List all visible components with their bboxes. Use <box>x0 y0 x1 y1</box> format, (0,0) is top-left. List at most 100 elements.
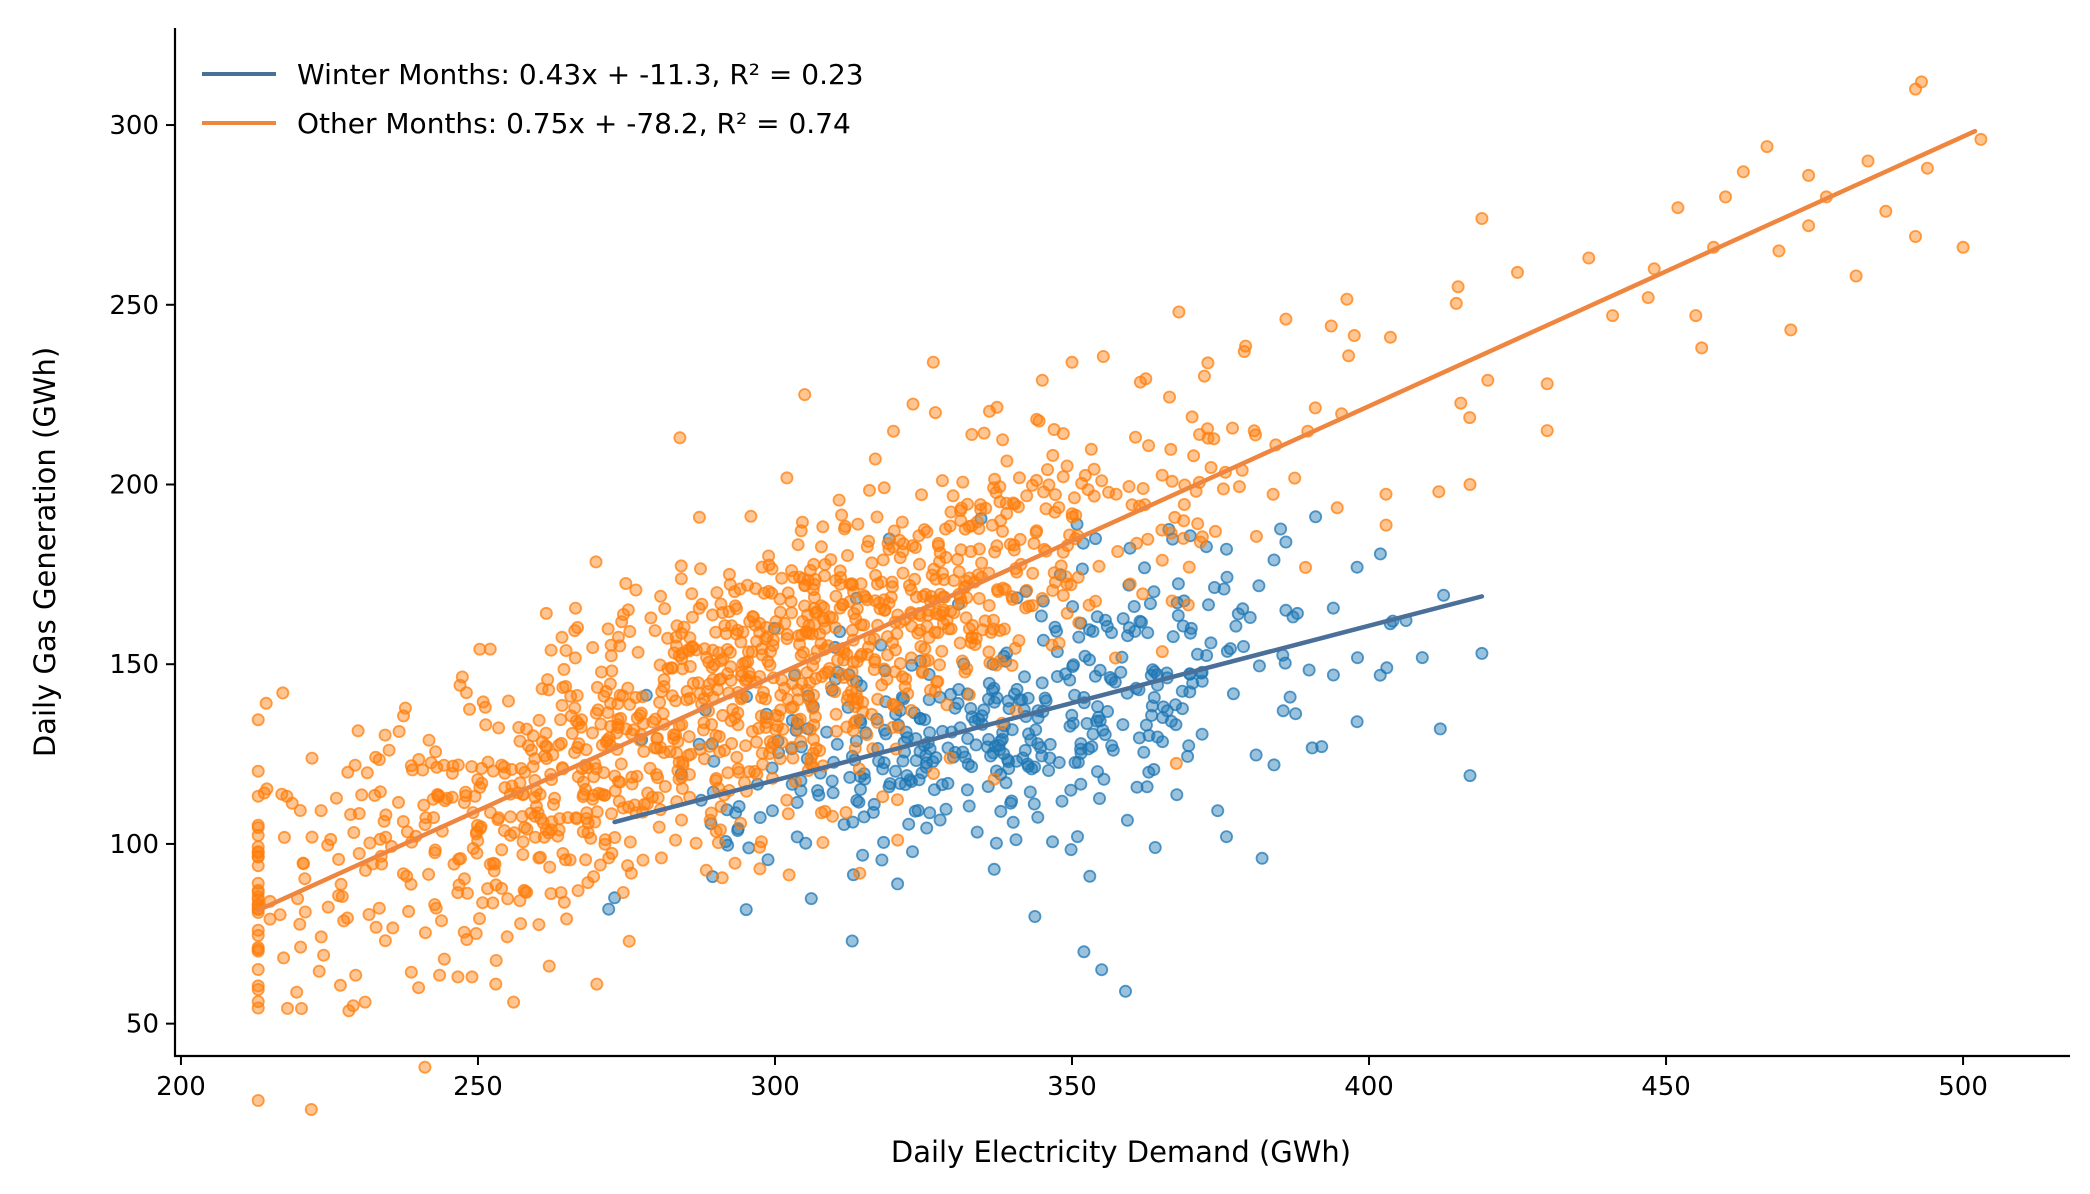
data-point <box>251 850 265 864</box>
data-point <box>791 722 805 736</box>
data-point <box>1956 240 1970 254</box>
data-point <box>804 752 818 766</box>
data-point <box>658 602 672 616</box>
data-point <box>1155 468 1169 482</box>
data-point <box>1019 601 1033 615</box>
data-point <box>816 836 830 850</box>
data-point <box>619 577 633 591</box>
other-fit-line <box>255 128 1978 913</box>
data-point <box>878 603 892 617</box>
data-point <box>1042 478 1056 492</box>
data-point <box>1089 594 1103 608</box>
data-point <box>836 598 850 612</box>
data-point <box>987 862 1001 876</box>
data-point <box>927 783 941 797</box>
data-point <box>251 1094 265 1108</box>
data-point <box>990 400 1004 414</box>
data-point <box>594 717 608 731</box>
data-point <box>1379 518 1393 532</box>
data-point <box>1095 963 1109 977</box>
data-point <box>993 495 1007 509</box>
data-point <box>1031 810 1045 824</box>
data-point <box>321 900 335 914</box>
data-point <box>613 775 627 789</box>
data-point <box>933 813 947 827</box>
data-point <box>928 625 942 639</box>
data-point <box>669 630 683 644</box>
data-point <box>926 355 940 369</box>
data-point <box>604 649 618 663</box>
data-point <box>532 918 546 932</box>
data-point <box>362 908 376 922</box>
data-point <box>1046 835 1060 849</box>
data-point <box>497 824 511 838</box>
data-point <box>428 898 442 912</box>
data-point <box>614 757 628 771</box>
data-point <box>952 565 966 579</box>
data-point <box>1217 582 1231 596</box>
data-point <box>975 556 989 570</box>
data-point <box>742 645 756 659</box>
data-point <box>820 725 834 739</box>
data-point <box>913 557 927 571</box>
data-point <box>1021 757 1035 771</box>
data-point <box>1139 718 1153 732</box>
legend: Winter Months: 0.43x + -11.3, R² = 0.23 … <box>202 58 864 140</box>
data-point <box>742 765 756 779</box>
data-point <box>828 685 842 699</box>
data-point <box>644 611 658 625</box>
data-point <box>846 724 860 738</box>
data-point <box>260 782 274 796</box>
data-point <box>972 542 986 556</box>
data-point <box>312 964 326 978</box>
data-point <box>774 703 788 717</box>
data-point <box>599 684 613 698</box>
other-points-layer <box>251 75 1988 1117</box>
data-point <box>1139 372 1153 386</box>
data-point <box>692 601 706 615</box>
data-point <box>1145 708 1159 722</box>
data-point <box>753 862 767 876</box>
data-point <box>598 833 612 847</box>
data-point <box>513 894 527 908</box>
data-point <box>1074 777 1088 791</box>
y-tick-label: 50 <box>126 1010 159 1040</box>
data-point <box>901 687 915 701</box>
data-point <box>637 744 651 758</box>
data-point <box>896 754 910 768</box>
data-point <box>1005 658 1019 672</box>
data-point <box>314 804 328 818</box>
data-point <box>1038 691 1052 705</box>
data-point <box>824 553 838 567</box>
data-point <box>586 641 600 655</box>
data-point <box>798 388 812 402</box>
data-point <box>437 758 451 772</box>
data-point <box>877 835 891 849</box>
data-point <box>1052 636 1066 650</box>
data-point <box>298 872 312 886</box>
data-point <box>1342 349 1356 363</box>
data-point <box>1176 531 1190 545</box>
data-point <box>724 673 738 687</box>
data-point <box>939 522 953 536</box>
data-point <box>533 850 547 864</box>
data-point <box>571 884 585 898</box>
data-point <box>1861 154 1875 168</box>
data-point <box>906 845 920 859</box>
data-point <box>560 912 574 926</box>
data-point <box>1028 760 1042 774</box>
data-point <box>1802 219 1816 233</box>
data-point <box>1283 690 1297 704</box>
data-point <box>1052 756 1066 770</box>
data-point <box>1226 687 1240 701</box>
plot-area <box>251 75 1988 1117</box>
data-point <box>871 692 885 706</box>
data-point <box>972 592 986 606</box>
data-point <box>360 766 374 780</box>
data-point <box>294 1002 308 1016</box>
data-point <box>294 940 308 954</box>
data-point <box>756 757 770 771</box>
data-point <box>652 820 666 834</box>
data-point <box>521 739 535 753</box>
data-point <box>964 702 978 716</box>
